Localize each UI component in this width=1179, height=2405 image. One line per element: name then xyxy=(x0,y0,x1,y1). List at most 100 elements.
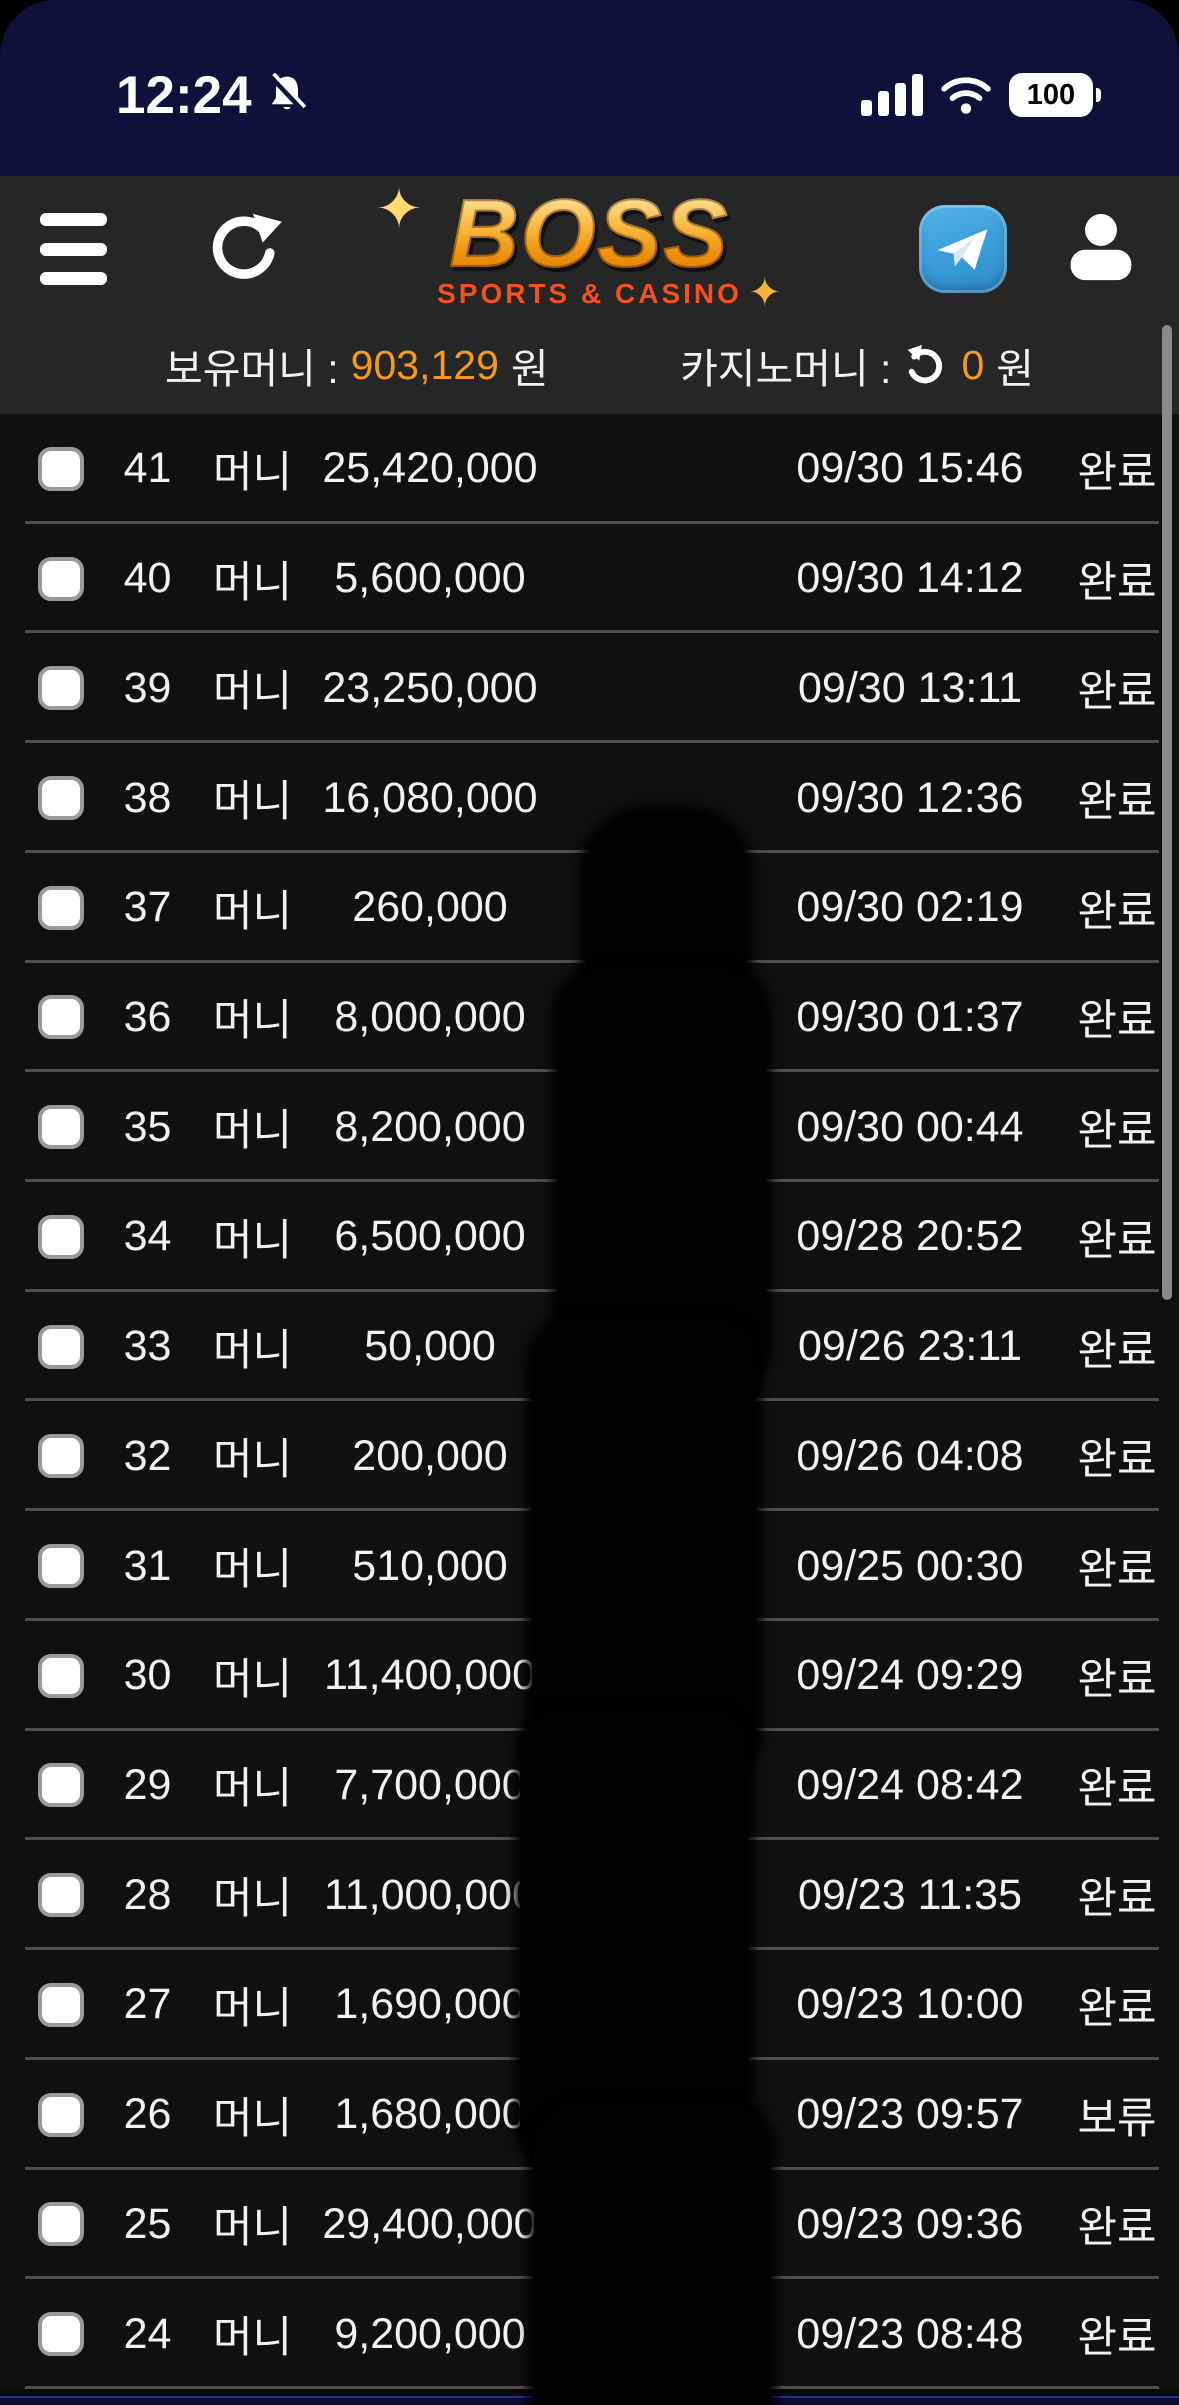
row-checkbox[interactable] xyxy=(38,556,84,601)
row-status: 완료 xyxy=(1077,1546,1157,1595)
row-checkbox[interactable] xyxy=(38,446,84,491)
row-type: 머니 xyxy=(212,2314,293,2363)
row-datetime: 09/23 09:57 xyxy=(796,2090,1024,2139)
row-number: 38 xyxy=(123,773,172,822)
profile-icon[interactable] xyxy=(1063,207,1139,291)
casino-money-label: 카지노머니 : xyxy=(680,346,892,392)
table-row: 24 머니 9,200,000 09/23 08:48 완료 xyxy=(0,2279,1179,2389)
row-datetime: 09/26 23:11 xyxy=(798,1322,1022,1371)
row-amount: 9,200,000 xyxy=(334,2309,526,2358)
row-datetime: 09/23 08:48 xyxy=(796,2309,1024,2358)
logo-title: BOSS xyxy=(380,185,800,283)
battery-percent: 100 xyxy=(1026,78,1076,111)
boss-logo[interactable]: ✦ BOSS SPORTS & CASINO ✦ xyxy=(376,177,800,315)
row-type: 머니 xyxy=(212,558,293,607)
scrollbar[interactable] xyxy=(1162,325,1172,1300)
row-status: 완료 xyxy=(1077,448,1157,497)
row-datetime: 09/30 13:11 xyxy=(798,663,1022,712)
sparkle-icon: ✦ xyxy=(747,271,782,315)
row-number: 37 xyxy=(123,883,172,932)
held-money-label: 보유머니 : xyxy=(165,346,339,392)
row-number: 31 xyxy=(123,1541,172,1590)
row-datetime: 09/30 02:19 xyxy=(796,883,1024,932)
row-datetime: 09/23 11:35 xyxy=(798,1870,1022,1919)
casino-money: 카지노머니 : 0 원 xyxy=(680,335,1034,395)
transactions-list: 41 머니 25,420,000 09/30 15:46 완료 40 머니 5,… xyxy=(0,325,1179,2405)
row-status: 완료 xyxy=(1077,1765,1157,1814)
telegram-plane-icon xyxy=(937,229,988,270)
row-checkbox[interactable] xyxy=(38,1214,84,1259)
row-checkbox[interactable] xyxy=(38,666,84,711)
row-datetime: 09/23 09:36 xyxy=(796,2199,1024,2248)
logo-subtitle: SPORTS & CASINO xyxy=(437,278,742,309)
row-status: 완료 xyxy=(1077,1655,1157,1704)
notifications-off-icon xyxy=(268,72,306,112)
refresh-icon[interactable] xyxy=(205,209,285,289)
row-checkbox[interactable] xyxy=(38,1982,84,2027)
row-checkbox[interactable] xyxy=(38,1324,84,1369)
row-datetime: 09/24 08:42 xyxy=(796,1760,1024,1809)
table-row: 41 머니 25,420,000 09/30 15:46 완료 xyxy=(0,414,1179,524)
row-checkbox[interactable] xyxy=(38,1544,84,1589)
row-type: 머니 xyxy=(212,887,293,936)
held-money-currency: 원 xyxy=(510,346,549,392)
telegram-icon[interactable] xyxy=(919,205,1007,293)
row-amount: 23,250,000 xyxy=(322,663,538,712)
row-checkbox[interactable] xyxy=(38,885,84,930)
row-checkbox[interactable] xyxy=(38,1105,84,1150)
row-type: 머니 xyxy=(212,997,293,1046)
row-status: 완료 xyxy=(1077,887,1157,936)
row-checkbox[interactable] xyxy=(38,1653,84,1698)
row-number: 34 xyxy=(123,1212,172,1261)
row-datetime: 09/28 20:52 xyxy=(796,1212,1024,1261)
row-type: 머니 xyxy=(212,1326,293,1375)
row-number: 36 xyxy=(123,992,172,1041)
row-amount: 25,420,000 xyxy=(322,444,538,493)
row-datetime: 09/26 04:08 xyxy=(796,1431,1024,1480)
held-money: 보유머니 : 903,129 원 xyxy=(165,335,549,395)
row-number: 33 xyxy=(123,1322,172,1371)
app-header: ✦ BOSS SPORTS & CASINO ✦ xyxy=(0,176,1179,322)
row-number: 40 xyxy=(123,554,172,603)
row-number: 27 xyxy=(123,1980,172,2029)
row-status: 완료 xyxy=(1077,1984,1157,2033)
battery-icon: 100 xyxy=(1009,73,1101,117)
row-status: 완료 xyxy=(1077,997,1157,1046)
table-row: 38 머니 16,080,000 09/30 12:36 완료 xyxy=(0,743,1179,853)
row-number: 41 xyxy=(123,444,172,493)
row-status: 완료 xyxy=(1077,1875,1157,1924)
row-amount: 260,000 xyxy=(352,883,508,932)
row-amount: 50,000 xyxy=(364,1322,496,1371)
row-type: 머니 xyxy=(212,1655,293,1704)
row-number: 25 xyxy=(123,2199,172,2248)
menu-icon[interactable] xyxy=(40,213,107,285)
row-checkbox[interactable] xyxy=(38,1763,84,1808)
row-checkbox[interactable] xyxy=(38,776,84,821)
row-checkbox[interactable] xyxy=(38,2092,84,2137)
table-row: 40 머니 5,600,000 09/30 14:12 완료 xyxy=(0,524,1179,634)
row-type: 머니 xyxy=(212,1984,293,2033)
sparkle-icon: ✦ xyxy=(376,176,423,242)
row-checkbox[interactable] xyxy=(38,995,84,1040)
row-number: 24 xyxy=(123,2309,172,2358)
row-status: 완료 xyxy=(1077,1107,1157,1156)
row-type: 머니 xyxy=(212,1546,293,1595)
cellular-signal-icon xyxy=(861,74,923,116)
wallet-bar: 보유머니 : 903,129 원 카지노머니 : 0 원 xyxy=(0,322,1179,414)
row-checkbox[interactable] xyxy=(38,2312,84,2357)
row-datetime: 09/30 00:44 xyxy=(796,1102,1024,1151)
row-datetime: 09/23 10:00 xyxy=(796,1980,1024,2029)
row-checkbox[interactable] xyxy=(38,1434,84,1479)
row-status: 완료 xyxy=(1077,2314,1157,2363)
row-checkbox[interactable] xyxy=(38,2202,84,2247)
row-type: 머니 xyxy=(212,1875,293,1924)
casino-money-refresh-icon[interactable] xyxy=(905,344,947,386)
casino-money-currency: 원 xyxy=(996,346,1034,392)
row-type: 머니 xyxy=(212,2204,293,2253)
row-type: 머니 xyxy=(212,1216,293,1265)
row-status: 완료 xyxy=(1077,778,1157,827)
row-number: 30 xyxy=(123,1651,172,1700)
row-checkbox[interactable] xyxy=(38,1873,84,1918)
row-amount: 510,000 xyxy=(352,1541,508,1590)
row-type: 머니 xyxy=(212,668,293,717)
